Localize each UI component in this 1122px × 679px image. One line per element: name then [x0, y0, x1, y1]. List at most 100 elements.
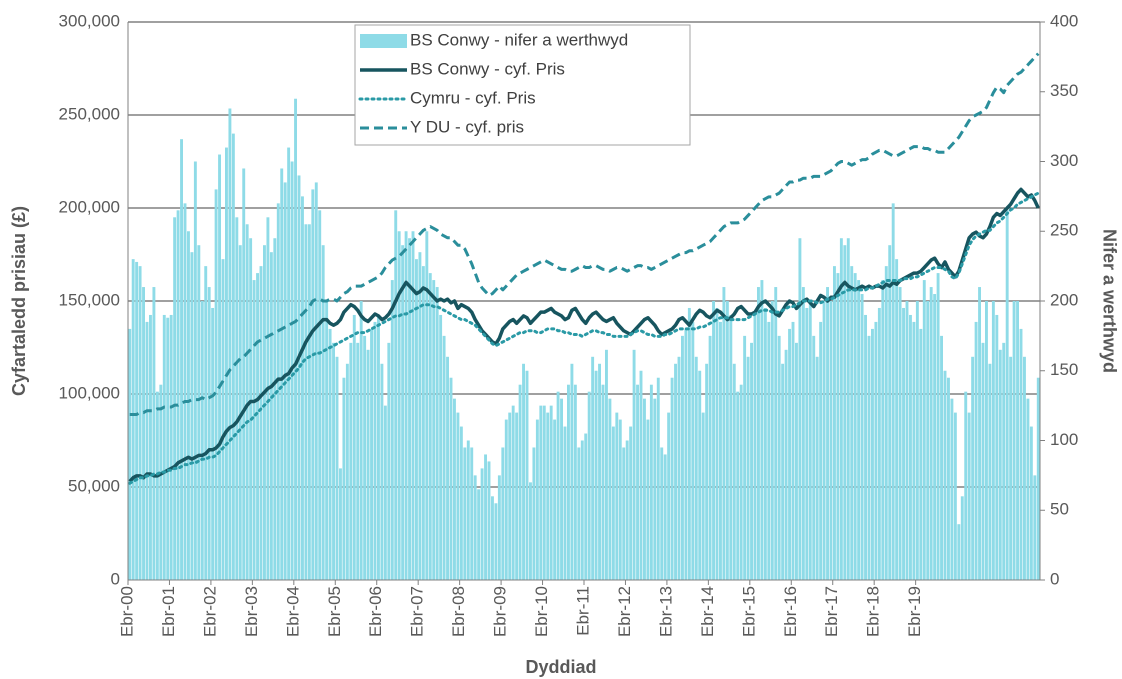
y2-tick-label: 100: [1050, 430, 1078, 449]
bar: [418, 252, 422, 581]
y2-axis-title: Nifer a werthwyd: [1099, 229, 1119, 373]
bar: [225, 147, 228, 581]
bar: [936, 273, 940, 580]
bar: [636, 384, 639, 580]
bar: [145, 321, 149, 580]
bar: [667, 412, 671, 580]
bar: [670, 377, 674, 580]
bar: [943, 370, 947, 580]
legend-label: Cymru - cyf. Pris: [410, 88, 536, 107]
y2-tick-label: 400: [1050, 11, 1078, 30]
bar: [985, 301, 988, 580]
bar: [307, 224, 311, 580]
bar: [732, 363, 736, 580]
bar: [871, 328, 874, 580]
bar: [142, 287, 145, 580]
legend: BS Conwy - nifer a werthwyd BS Conwy - cy…: [354, 24, 691, 146]
bar: [301, 196, 304, 580]
bar: [135, 261, 139, 580]
bar: [681, 335, 684, 580]
bar: [739, 384, 743, 580]
bar: [729, 314, 733, 580]
bar: [964, 391, 968, 580]
bar: [221, 259, 225, 580]
bar: [587, 391, 591, 580]
bar: [401, 245, 405, 580]
x-tick-label: Ebr-08: [449, 586, 468, 637]
bar: [1009, 356, 1013, 580]
bar: [960, 496, 964, 580]
bar: [149, 314, 152, 580]
bar: [287, 147, 291, 581]
bar: [833, 266, 836, 580]
bar: [860, 294, 864, 580]
bar: [394, 210, 398, 580]
bar: [812, 335, 816, 580]
bar: [912, 321, 916, 580]
bar: [542, 405, 546, 580]
bar: [1029, 426, 1033, 580]
bar: [625, 440, 629, 580]
bar: [663, 454, 667, 580]
legend-label: BS Conwy - nifer a werthwyd: [410, 30, 628, 49]
bar: [660, 447, 664, 580]
bar: [891, 203, 895, 580]
bar: [736, 391, 740, 580]
bar: [750, 342, 753, 580]
bar: [788, 328, 791, 580]
bar: [352, 314, 356, 580]
bar: [159, 384, 163, 580]
legend-box: [354, 24, 691, 146]
bar: [207, 287, 211, 580]
bar: [425, 231, 429, 580]
bar: [155, 391, 159, 580]
bar: [187, 231, 190, 580]
line-series: [128, 191, 1040, 485]
bar: [193, 161, 197, 580]
bar: [546, 412, 550, 580]
y2-tick-label: 150: [1050, 360, 1078, 379]
bar: [408, 238, 411, 580]
bar: [494, 503, 498, 580]
bar: [345, 363, 349, 580]
bar: [605, 349, 608, 580]
bar: [902, 307, 905, 580]
bar: [532, 447, 536, 580]
x-tick-label: Ebr-04: [283, 586, 302, 637]
bar: [850, 266, 854, 580]
bar: [795, 342, 798, 580]
bar: [518, 384, 522, 580]
bar: [898, 287, 902, 580]
y-tick-label: 0: [111, 569, 120, 588]
bar: [508, 412, 512, 580]
bar: [808, 301, 812, 580]
bar: [522, 363, 525, 580]
y-tick-label: 200,000: [59, 197, 120, 216]
bar: [235, 217, 239, 581]
bar: [480, 468, 484, 580]
bar: [535, 419, 539, 580]
x-tick-label: Ebr-13: [656, 586, 675, 637]
legend-label: BS Conwy - cyf. Pris: [410, 59, 565, 78]
bar: [390, 280, 394, 580]
bar: [967, 412, 971, 580]
bar: [757, 287, 760, 580]
bar: [428, 273, 432, 580]
bar: [643, 398, 646, 580]
bar: [166, 317, 170, 580]
bar: [504, 419, 508, 580]
bar: [169, 314, 173, 580]
bar: [273, 238, 277, 580]
bar: [598, 363, 601, 580]
x-tick-label: Ebr-07: [408, 586, 427, 637]
x-tick-label: Ebr-01: [159, 586, 178, 637]
bar: [515, 412, 519, 580]
y2-tick-label: 0: [1050, 569, 1059, 588]
x-tick-label: Ebr-12: [615, 586, 634, 637]
bar: [380, 363, 384, 580]
bar: [763, 307, 767, 580]
bar: [957, 524, 961, 580]
bar: [601, 384, 605, 580]
bar: [919, 328, 923, 580]
x-tick-label: Ebr-03: [242, 586, 261, 637]
